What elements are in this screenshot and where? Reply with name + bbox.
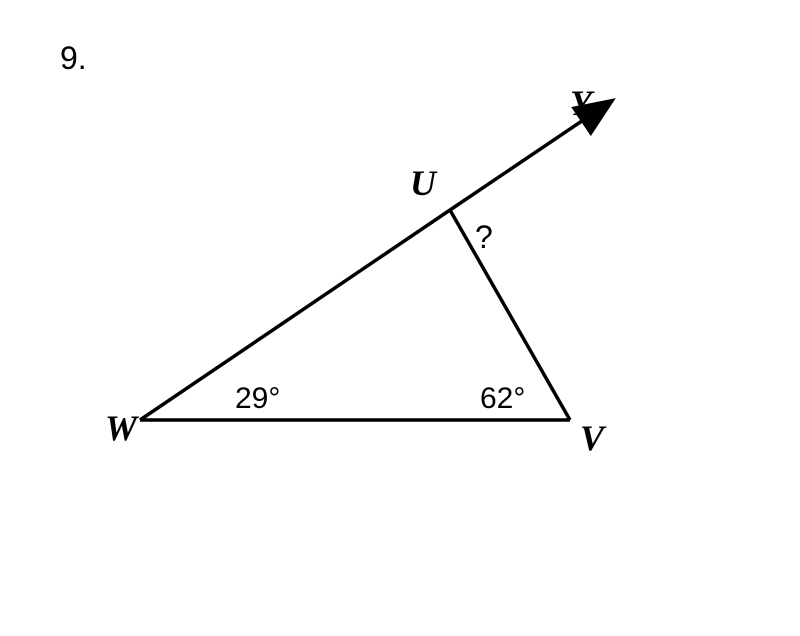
vertex-label-u: U xyxy=(410,163,438,203)
vertex-label-w: W xyxy=(105,408,140,448)
problem-number: 9. xyxy=(60,40,87,77)
vertex-label-y: Y xyxy=(570,83,595,123)
angle-label-v: 62° xyxy=(480,382,525,415)
angle-label-unknown: ? xyxy=(475,219,493,255)
triangle-diagram: W U V Y 29° 62° ? xyxy=(100,80,700,530)
vertex-label-v: V xyxy=(580,418,607,458)
diagram-svg: W U V Y 29° 62° ? xyxy=(100,80,700,530)
angle-label-w: 29° xyxy=(235,382,280,415)
edge-wu xyxy=(140,210,450,420)
